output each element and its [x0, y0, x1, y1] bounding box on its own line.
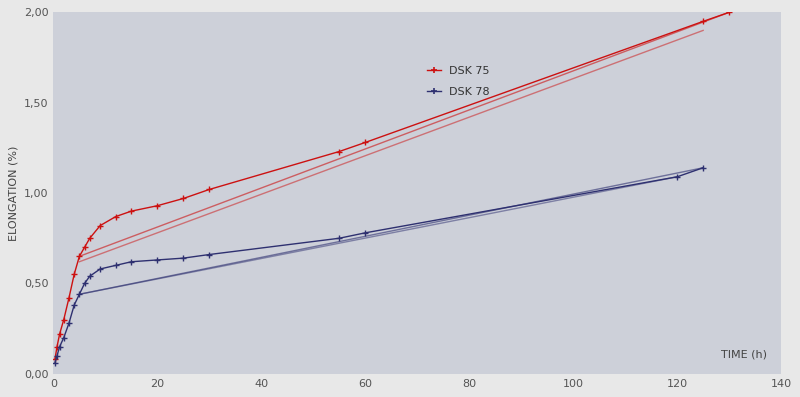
DSK 78 — [64, 321, 74, 326]
DSK 75 — [74, 254, 84, 259]
DSK 75 — [126, 209, 136, 214]
DSK 75 — [85, 236, 94, 241]
DSK 78 — [95, 267, 105, 272]
DSK 75 — [64, 295, 74, 300]
DSK 75 — [59, 317, 69, 322]
DSK 75 — [178, 196, 188, 201]
DSK 75 — [95, 223, 105, 228]
DSK 78 — [698, 166, 708, 170]
DSK 75 — [80, 245, 90, 250]
DSK 78 — [74, 292, 84, 297]
DSK 75 — [334, 149, 344, 154]
DSK 75 — [50, 357, 60, 362]
DSK 78 — [59, 335, 69, 340]
DSK 78 — [153, 258, 162, 262]
Legend: DSK 75, DSK 78: DSK 75, DSK 78 — [422, 61, 494, 101]
DSK 78 — [85, 274, 94, 279]
DSK 78 — [80, 281, 90, 286]
DSK 78 — [50, 360, 60, 365]
Line: DSK 75: DSK 75 — [52, 10, 732, 362]
DSK 78 — [205, 252, 214, 257]
Y-axis label: ELONGATION (%): ELONGATION (%) — [8, 145, 18, 241]
DSK 75 — [724, 10, 734, 15]
DSK 78 — [70, 303, 79, 308]
DSK 78 — [361, 230, 370, 235]
DSK 78 — [126, 259, 136, 264]
DSK 78 — [178, 256, 188, 260]
DSK 75 — [52, 344, 62, 349]
DSK 75 — [361, 140, 370, 145]
DSK 75 — [153, 203, 162, 208]
DSK 78 — [111, 263, 121, 268]
DSK 75 — [698, 19, 708, 24]
DSK 78 — [672, 174, 682, 179]
DSK 75 — [111, 214, 121, 219]
DSK 75 — [205, 187, 214, 192]
DSK 75 — [70, 272, 79, 277]
DSK 78 — [52, 353, 62, 358]
DSK 75 — [55, 331, 65, 336]
Text: TIME (h): TIME (h) — [721, 349, 766, 359]
DSK 78 — [55, 344, 65, 349]
Line: DSK 78: DSK 78 — [52, 165, 706, 366]
DSK 78 — [334, 236, 344, 241]
